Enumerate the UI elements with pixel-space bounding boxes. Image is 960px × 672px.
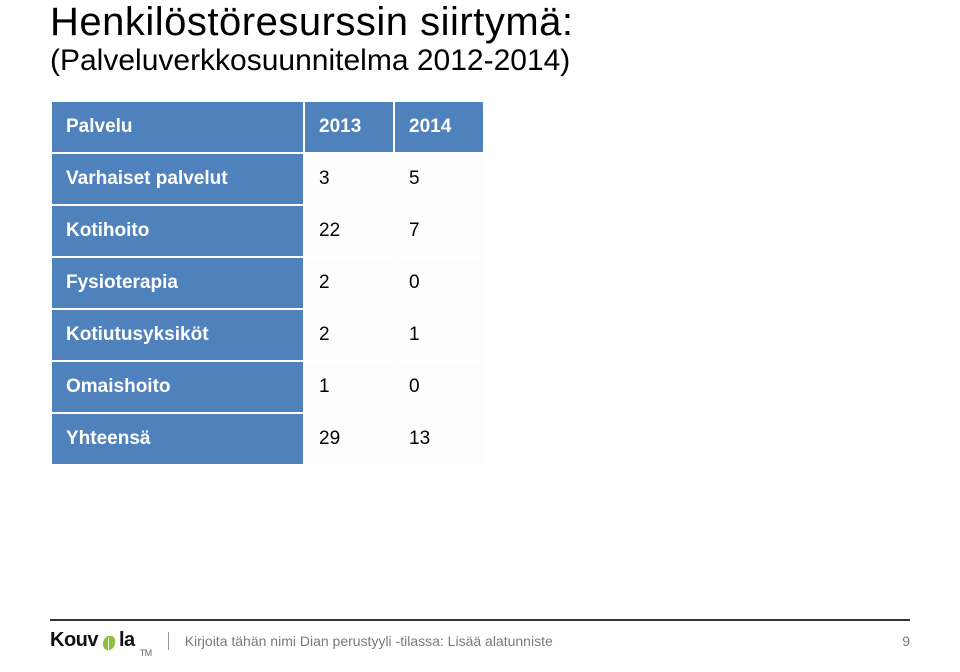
row-label: Omaishoito (51, 361, 304, 413)
footer-separator (168, 632, 169, 650)
title-sub: (Palveluverkkosuunnitelma 2012-2014) (50, 44, 910, 78)
header-label: Palvelu (51, 101, 304, 153)
cell: 2 (304, 309, 394, 361)
cell: 1 (304, 361, 394, 413)
table-row: Kotiutusyksiköt 2 1 (51, 309, 484, 361)
cell: 13 (394, 413, 484, 465)
table-row: Fysioterapia 2 0 (51, 257, 484, 309)
logo-text-a: Kouv (50, 629, 98, 652)
table-row: Omaishoito 1 0 (51, 361, 484, 413)
table-row: Yhteensä 29 13 (51, 413, 484, 465)
footer-divider (50, 619, 910, 621)
leaf-icon (100, 636, 117, 653)
row-label: Kotihoito (51, 205, 304, 257)
data-table: Palvelu 2013 2014 Varhaiset palvelut 3 5… (50, 100, 485, 466)
footer-note: Kirjoita tähän nimi Dian perustyyli -til… (185, 633, 553, 649)
footer: Kouv la TM Kirjoita tähän nimi Dian peru… (0, 619, 960, 652)
trademark: TM (140, 648, 152, 658)
table-row: Palvelu 2013 2014 (51, 101, 484, 153)
title-main: Henkilöstöresurssin siirtymä: (50, 0, 910, 44)
logo-text-b: la (119, 629, 135, 652)
table-row: Kotihoito 22 7 (51, 205, 484, 257)
row-label: Kotiutusyksiköt (51, 309, 304, 361)
page-number: 9 (902, 633, 910, 649)
row-label: Fysioterapia (51, 257, 304, 309)
cell: 3 (304, 153, 394, 205)
slide: Henkilöstöresurssin siirtymä: (Palveluve… (0, 0, 960, 672)
logo: Kouv la TM (50, 629, 152, 652)
cell: 1 (394, 309, 484, 361)
title-block: Henkilöstöresurssin siirtymä: (Palveluve… (50, 0, 910, 78)
row-label: Yhteensä (51, 413, 304, 465)
cell: 29 (304, 413, 394, 465)
cell: 0 (394, 361, 484, 413)
cell: 5 (394, 153, 484, 205)
footer-row: Kouv la TM Kirjoita tähän nimi Dian peru… (50, 629, 910, 652)
cell: 7 (394, 205, 484, 257)
cell: 0 (394, 257, 484, 309)
table-row: Varhaiset palvelut 3 5 (51, 153, 484, 205)
cell: 2 (304, 257, 394, 309)
header-col-2013: 2013 (304, 101, 394, 153)
header-col-2014: 2014 (394, 101, 484, 153)
row-label: Varhaiset palvelut (51, 153, 304, 205)
table-wrap: Palvelu 2013 2014 Varhaiset palvelut 3 5… (50, 100, 910, 466)
cell: 22 (304, 205, 394, 257)
